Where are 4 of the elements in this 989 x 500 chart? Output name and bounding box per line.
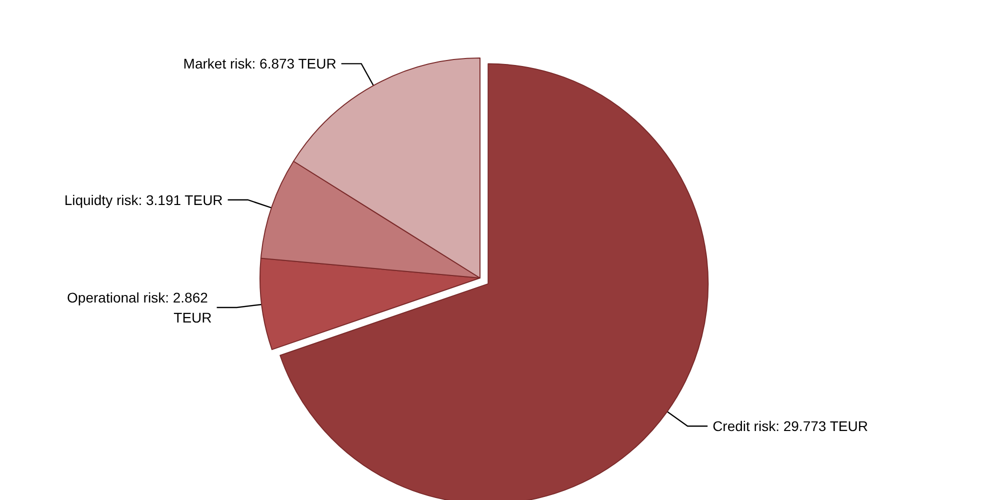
slice-label: Liquidty risk: 3.191 TEUR — [64, 192, 223, 208]
slice-label: Credit risk: 29.773 TEUR — [712, 418, 868, 434]
slice-label: Operational risk: 2.862 TEUR — [67, 290, 212, 326]
slice-label: Market risk: 6.873 TEUR — [183, 56, 336, 72]
